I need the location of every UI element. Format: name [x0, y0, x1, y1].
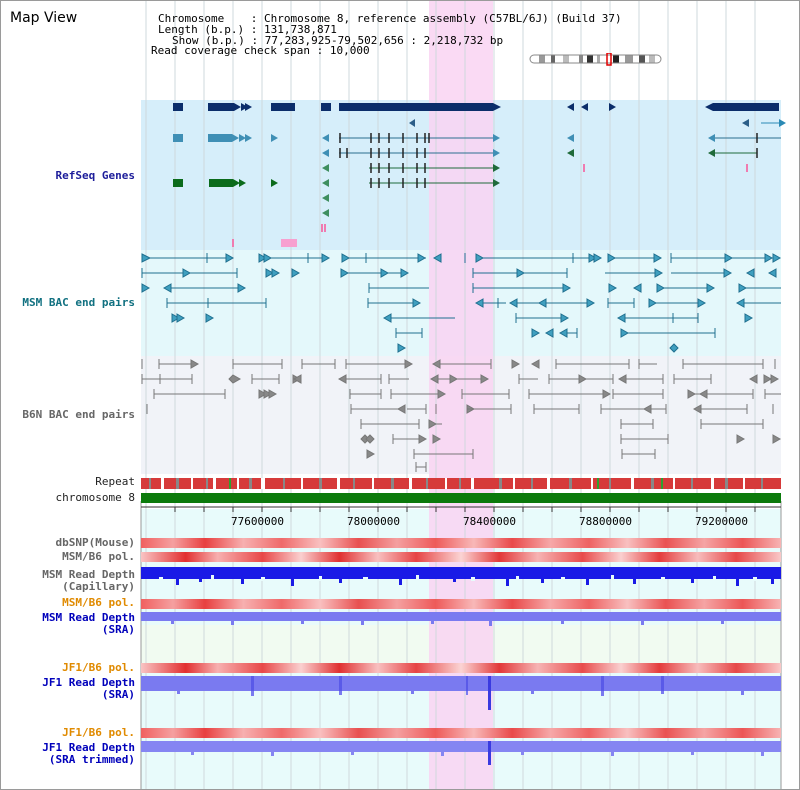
jf1-b6-pol-trim-heat-strip[interactable] — [141, 728, 781, 738]
msm-depth-sra-bar[interactable] — [141, 612, 781, 621]
jf1-read-depth-label[interactable]: JF1 Read Depth — [42, 676, 135, 689]
repeat-chromosome-axis — [141, 478, 781, 512]
msm-read-depth-sra-label[interactable]: MSM Read Depth — [42, 611, 135, 624]
jf1-b6-pol-trim-label[interactable]: JF1/B6 pol. — [62, 726, 135, 739]
coverage-value: 10,000 — [329, 44, 370, 57]
dbsnp-label[interactable]: dbSNP(Mouse) — [55, 536, 135, 549]
show-key: Show (b.p.) — [172, 34, 245, 47]
length-value: 131,738,871 — [263, 23, 337, 36]
jf1-depth-trim-bar[interactable] — [141, 741, 781, 752]
b6n-bac-label[interactable]: B6N BAC end pairs — [22, 408, 135, 421]
coverage-key: Read coverage check span — [151, 44, 310, 57]
msm-bac-label[interactable]: MSM BAC end pairs — [22, 296, 135, 309]
b6n-bac-track[interactable] — [1, 1, 800, 476]
length-info-row: Length (b.p.) : 131,738,871 — [158, 23, 337, 36]
page-title: Map View — [10, 10, 78, 26]
refseq-genes-label[interactable]: RefSeq Genes — [55, 169, 135, 182]
axis-tick-label: 78000000 — [347, 515, 400, 528]
axis-tick-label: 77600000 — [231, 515, 284, 528]
jf1-b6-pol-label[interactable]: JF1/B6 pol. — [62, 661, 135, 674]
msm-b6-pol-sra-heat-strip[interactable] — [141, 599, 781, 609]
msm-b6-pol-label[interactable]: MSM/B6 pol. — [62, 550, 135, 563]
chromosome-ideogram[interactable] — [529, 53, 663, 66]
show-info-row: Show (b.p.) : 77,283,925-79,502,656 : 2,… — [172, 34, 504, 47]
chromosome-key: Chromosome — [158, 12, 225, 25]
msm-b6-pol-sra-label[interactable]: MSM/B6 pol. — [62, 596, 135, 609]
repeat-label: Repeat — [95, 475, 135, 488]
refseq-genes-track[interactable] — [1, 1, 800, 251]
jf1-read-depth-sub: (SRA) — [101, 688, 135, 701]
msm-read-depth-cap-label[interactable]: MSM Read Depth — [42, 568, 135, 581]
jf1-depth-spike — [488, 676, 491, 710]
msm-bac-track[interactable] — [1, 1, 800, 361]
msm-b6-pol-heat-strip[interactable] — [141, 552, 781, 562]
dbsnp-heat-strip[interactable] — [141, 538, 781, 548]
jf1-depth-trim-spike — [488, 741, 491, 765]
chromosome-bar[interactable] — [141, 493, 781, 503]
jf1-depth-sra-bar[interactable] — [141, 676, 781, 691]
chromosome-info-row: Chromosome : Chromosome 8, reference ass… — [158, 12, 622, 25]
chromosome-label: chromosome 8 — [55, 491, 135, 504]
length-key: Length (b.p.) — [158, 23, 245, 36]
axis-tick-label: 79200000 — [695, 515, 748, 528]
jf1-b6-pol-heat-strip[interactable] — [141, 663, 781, 673]
jf1-read-depth-trim-label[interactable]: JF1 Read Depth — [42, 741, 135, 754]
coverage-info-row: Read coverage check span : 10,000 — [151, 44, 370, 57]
axis-tick-label: 78400000 — [463, 515, 516, 528]
chromosome-value: Chromosome 8, reference assembly (C57BL/… — [263, 12, 622, 25]
msm-read-depth-sra-sub: (SRA) — [101, 623, 135, 636]
ideogram-position-marker — [606, 53, 612, 66]
msm-read-depth-cap-sub: (Capillary) — [62, 580, 135, 593]
msm-depth-cap-bar[interactable] — [141, 567, 781, 579]
show-value: 77,283,925-79,502,656 : 2,218,732 bp — [264, 34, 504, 47]
jf1-read-depth-trim-sub: (SRA trimmed) — [48, 753, 135, 766]
axis-tick-label: 78800000 — [579, 515, 632, 528]
